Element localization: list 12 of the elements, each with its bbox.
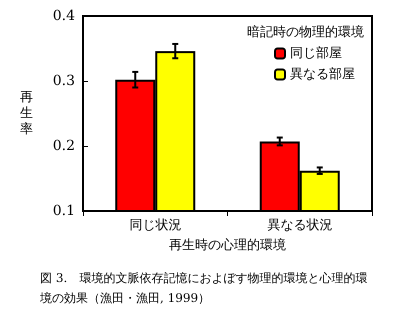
y-tick-label: 0.3 bbox=[52, 73, 75, 89]
x-axis-title: 再生時の心理的環境 bbox=[169, 237, 286, 253]
legend-label: 同じ部屋 bbox=[290, 46, 342, 61]
x-tick-label: 異なる状況 bbox=[267, 218, 332, 233]
y-axis-title: 再生率 bbox=[20, 90, 33, 137]
legend-title: 暗記時の物理的環境 bbox=[247, 24, 364, 40]
legend-label: 異なる部屋 bbox=[290, 67, 355, 82]
y-tick-label: 0.2 bbox=[52, 138, 75, 154]
x-tick-label: 同じ状況 bbox=[129, 218, 182, 233]
y-tick-label: 0.1 bbox=[52, 203, 75, 219]
caption: 図 3. 環境的文脈依存記憶におよぼす物理的環境と心理的環境の効果（漁田・漁田, 1999） bbox=[39, 271, 368, 305]
y-tick-label: 0.4 bbox=[52, 8, 76, 24]
